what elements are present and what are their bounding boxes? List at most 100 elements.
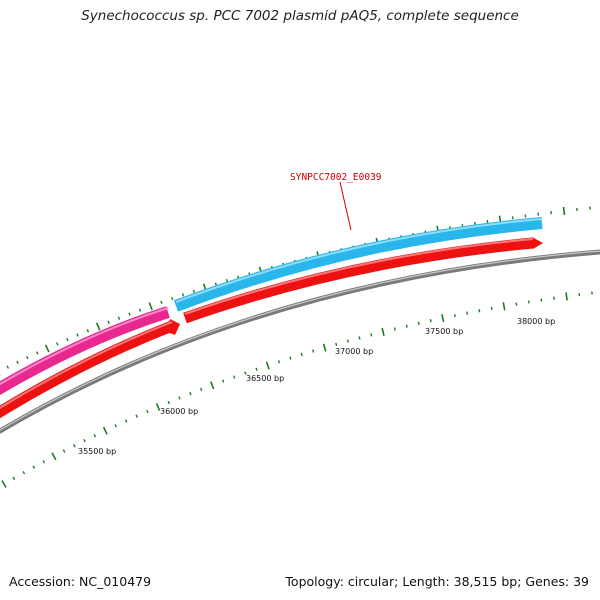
outer-tick-3	[26, 355, 29, 360]
inner-tick-20	[210, 381, 215, 390]
inner-tick-31	[335, 342, 338, 346]
inner-tick-7	[72, 444, 76, 448]
inner-tick-42	[466, 311, 469, 315]
outer-tick-44	[486, 219, 489, 224]
inner-tick-35	[381, 327, 385, 336]
inner-tick-5	[51, 452, 57, 461]
gene-reverse-1[interactable]	[0, 320, 175, 419]
outer-tick-7	[66, 337, 69, 342]
inner-tick-43	[478, 309, 481, 313]
inner-tick-44	[490, 306, 493, 311]
inner-tick-19	[200, 387, 203, 392]
gene-forward-pink-highlight	[0, 307, 169, 386]
outer-tick-13	[128, 312, 131, 316]
reverse-strand-genes	[0, 237, 543, 419]
outer-tick-14	[138, 308, 142, 312]
ruler-label-38000: 38000 bp	[517, 317, 555, 326]
inner-tick-13	[135, 414, 139, 418]
outer-tick-4	[36, 351, 39, 355]
inner-tick-1	[12, 476, 16, 480]
inner-tick-0	[1, 480, 7, 488]
outer-tick-16	[160, 300, 163, 305]
inner-tick-18	[189, 392, 192, 396]
inner-tick-38	[417, 321, 420, 325]
inner-tick-46	[515, 302, 518, 306]
inner-tick-24	[255, 367, 258, 371]
inner-tick-14	[146, 409, 149, 414]
inner-tick-8	[83, 438, 86, 443]
gene-reverse-2[interactable]	[183, 237, 534, 324]
ruler-label-35500: 35500 bp	[78, 447, 116, 456]
outer-tick-19	[192, 289, 196, 293]
inner-tick-12	[124, 419, 128, 423]
outer-tick-5	[44, 344, 50, 353]
inner-tick-49	[553, 296, 555, 300]
topology-summary: Topology: circular; Length: 38,515 bp; G…	[285, 574, 589, 589]
inner-tick-11	[114, 424, 117, 428]
inner-tick-36	[393, 327, 396, 331]
gene-reverse-2-highlight	[184, 238, 534, 315]
gene-label[interactable]: SYNPCC7002_E0039	[290, 172, 382, 183]
forward-strand-genes	[0, 217, 543, 396]
inner-tick-23	[244, 371, 247, 375]
outer-tick-17	[171, 296, 174, 301]
gene-reverse-1-highlight	[0, 321, 173, 410]
inner-tick-34	[370, 333, 373, 337]
backbone-arc	[0, 249, 600, 434]
inner-tick-3	[32, 465, 36, 469]
gene-forward-blue[interactable]	[173, 217, 543, 312]
inner-tick-6	[62, 449, 66, 453]
inner-tick-22	[233, 375, 236, 379]
inner-tick-29	[312, 349, 315, 353]
ruler-label-36500: 36500 bp	[246, 374, 284, 383]
outer-tick-11	[107, 320, 110, 324]
inner-tick-40	[441, 314, 445, 323]
accession-text: Accession: NC_010479	[9, 574, 152, 589]
outer-tick-1	[6, 365, 10, 369]
ruler-label-36000: 36000 bp	[160, 407, 198, 416]
inner-tick-45	[502, 302, 506, 311]
outer-tick-8	[76, 333, 79, 337]
inner-tick-27	[289, 356, 292, 360]
inner-tick-48	[540, 298, 543, 302]
inner-tick-37	[405, 324, 408, 328]
inner-tick-marks	[1, 291, 593, 488]
gene-forward-pink[interactable]	[0, 306, 170, 396]
inner-tick-2	[22, 471, 26, 475]
backbone-arc-highlight	[0, 250, 600, 431]
map-title: Synechococcus sp. PCC 7002 plasmid pAQ5,…	[81, 8, 519, 24]
inner-tick-26	[277, 360, 281, 364]
inner-tick-17	[178, 396, 181, 400]
gene-label-leader	[339, 181, 352, 231]
outer-tick-15	[148, 302, 153, 311]
inner-tick-16	[167, 400, 170, 405]
gene-reverse-2-arrow	[532, 237, 543, 249]
inner-tick-30	[322, 343, 327, 352]
inner-tick-21	[221, 379, 225, 383]
inner-tick-10	[102, 426, 108, 435]
outer-tick-9	[86, 329, 90, 333]
inner-tick-39	[429, 319, 432, 323]
outer-tick-2	[16, 360, 19, 365]
inner-tick-25	[265, 361, 270, 370]
ruler-labels: 35500 bp 36000 bp 36500 bp 37000 bp 3750…	[78, 317, 555, 456]
inner-tick-50	[565, 292, 568, 301]
inner-tick-47	[527, 300, 530, 304]
outer-tick-12	[117, 316, 121, 320]
outer-tick-18	[181, 293, 185, 297]
gene-forward-blue-highlight	[175, 218, 543, 303]
outer-tick-21	[214, 282, 217, 286]
outer-tick-10	[95, 322, 101, 331]
inner-tick-32	[346, 339, 349, 343]
inner-tick-33	[358, 336, 361, 340]
inner-tick-41	[453, 313, 456, 318]
outer-tick-6	[56, 342, 59, 346]
ruler-label-37500: 37500 bp	[425, 327, 463, 336]
inner-tick-9	[93, 433, 97, 438]
inner-tick-4	[42, 460, 46, 464]
ruler-label-37000: 37000 bp	[335, 347, 373, 356]
outer-tick-50	[562, 206, 566, 216]
inner-tick-15	[155, 402, 161, 411]
inner-tick-28	[300, 352, 303, 357]
